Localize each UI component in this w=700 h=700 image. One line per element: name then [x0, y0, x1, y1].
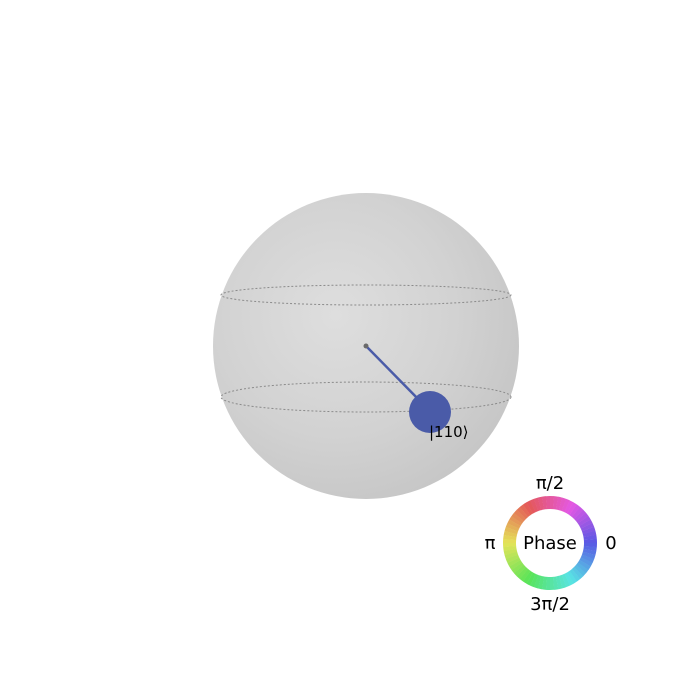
- phase-wheel-segment: [555, 575, 563, 590]
- phase-wheel: [503, 496, 597, 590]
- phase-wheel-segment: [576, 562, 589, 574]
- phase-wheel-segment: [505, 554, 520, 564]
- phase-wheel-segment: [581, 551, 596, 560]
- phase-wheel-segment: [561, 573, 571, 588]
- phase-wheel-segment: [537, 575, 545, 590]
- phase-wheel-segment: [571, 506, 584, 519]
- phase-wheel-segment: [511, 562, 525, 574]
- phase-label-left: π: [485, 533, 496, 554]
- phase-wheel-segment: [530, 573, 539, 588]
- phase-wheel-segment: [567, 570, 578, 584]
- phase-wheel-segment: [504, 526, 519, 535]
- phase-wheel-segment: [569, 504, 581, 517]
- phase-wheel-segment: [582, 548, 597, 556]
- phase-wheel-segment: [522, 502, 533, 516]
- phase-label-right: 0: [605, 533, 616, 554]
- phase-wheel-segment: [561, 498, 570, 513]
- phase-wheel-segment: [566, 502, 577, 516]
- phase-wheel-segment: [511, 512, 524, 524]
- state-label: |110⟩: [429, 423, 469, 441]
- phase-wheel-segment: [507, 557, 521, 567]
- phase-wheel-segment: [552, 576, 559, 590]
- phase-wheel-segment: [580, 522, 595, 532]
- phase-wheel-segment: [573, 509, 587, 522]
- phase-wheel-segment: [545, 496, 550, 510]
- latitude-ring-upper: [220, 284, 512, 306]
- phase-wheel-segment: [583, 534, 597, 541]
- phase-wheel-segment: [519, 569, 531, 582]
- phase-wheel-segment: [558, 574, 567, 589]
- phase-wheel-segment: [509, 560, 523, 571]
- phase-wheel-segment: [583, 538, 597, 543]
- phase-wheel-segment: [519, 504, 531, 518]
- phase-wheel-segment: [577, 559, 591, 570]
- phase-wheel-segment: [509, 516, 523, 527]
- phase-wheel-segment: [583, 542, 597, 548]
- phase-wheel-segment: [577, 515, 591, 526]
- phase-wheel-segment: [503, 545, 517, 552]
- phase-wheel-segment: [582, 530, 597, 538]
- phase-wheel-segment: [569, 568, 581, 582]
- phase-wheel-segment: [503, 530, 518, 538]
- latitude-ring-lower: [220, 381, 512, 413]
- phase-wheel-segment: [537, 496, 545, 511]
- phase-label-top: π/2: [536, 473, 564, 494]
- phase-wheel-segment: [579, 557, 593, 567]
- phase-wheel-segment: [541, 496, 548, 510]
- phase-wheel-segment: [575, 512, 589, 524]
- state-vector-line: [365, 345, 425, 406]
- phase-wheel-segment: [552, 496, 559, 510]
- phase-wheel-segment: [504, 551, 519, 560]
- phase-wheel-segment: [503, 538, 517, 544]
- phase-wheel-segment: [574, 564, 587, 577]
- phase-wheel-segment: [545, 576, 551, 590]
- sphere-center-dot: [363, 343, 369, 349]
- phase-wheel-segment: [541, 576, 548, 590]
- phase-wheel-segment: [526, 500, 536, 514]
- phase-wheel-center-label: Phase: [523, 533, 577, 554]
- phase-wheel-segment: [516, 506, 529, 520]
- phase-wheel-segment: [555, 496, 563, 511]
- phase-wheel-segment: [526, 572, 536, 586]
- phase-wheel-segment: [583, 545, 597, 552]
- phase-wheel-segment: [513, 509, 526, 522]
- phase-wheel-segment: [523, 570, 534, 584]
- phase-wheel-segment: [507, 519, 521, 529]
- phase-wheel-segment: [503, 548, 518, 556]
- phase-wheel-segment: [516, 567, 529, 580]
- phase-wheel-segment: [579, 519, 593, 529]
- phase-wheel-segment: [564, 500, 574, 514]
- phase-wheel-segment: [503, 543, 517, 548]
- phase-wheel-segment: [529, 498, 539, 513]
- phase-wheel-segment: [581, 526, 596, 535]
- state-marker: [409, 391, 451, 433]
- phase-wheel-segment: [571, 566, 584, 580]
- phase-wheel-segment: [558, 497, 567, 512]
- phase-wheel-segment: [550, 576, 555, 590]
- phase-wheel-segment: [533, 574, 542, 589]
- phase-wheel-segment: [564, 572, 574, 586]
- phase-wheel-segment: [513, 564, 527, 577]
- phase-wheel-segment: [505, 523, 520, 532]
- phase-wheel-segment: [533, 497, 542, 512]
- phase-label-bottom: 3π/2: [530, 594, 570, 615]
- phase-wheel-segment: [580, 554, 595, 563]
- phase-wheel-segment: [503, 534, 517, 541]
- phase-wheel-segment: [549, 496, 555, 510]
